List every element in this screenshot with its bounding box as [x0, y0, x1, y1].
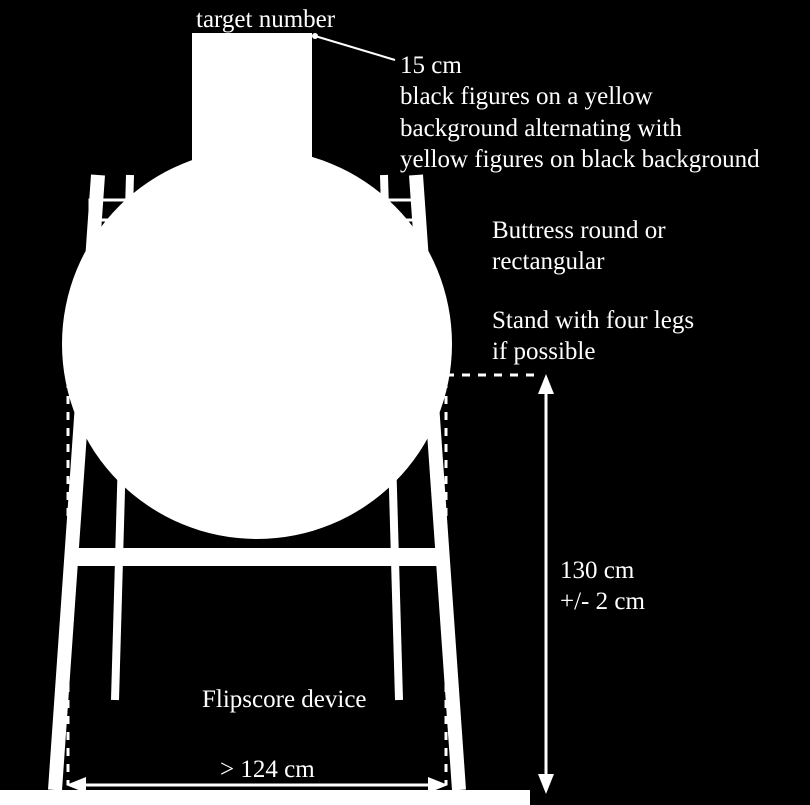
label-stand-line2: if possible	[492, 338, 595, 365]
label-target-number: target number	[196, 4, 335, 35]
dim-height-arrow-top	[538, 374, 554, 394]
target-face	[62, 149, 452, 539]
label-flipscore: Flipscore device	[202, 684, 367, 715]
label-stand: Stand with four legs if possible	[492, 305, 694, 368]
label-plate-spec: 15 cm black figures on a yellow backgrou…	[400, 50, 760, 175]
label-plate-spec-line4: yellow figures on black background	[400, 146, 760, 173]
label-plate-spec-line2: black figures on a yellow	[400, 83, 653, 110]
target-number-plate	[192, 33, 312, 163]
label-buttress: Buttress round or rectangular	[492, 215, 666, 278]
archery-buttress-diagram: target number 15 cm black figures on a y…	[0, 0, 810, 805]
label-plate-spec-line3: background alternating with	[400, 115, 682, 142]
floor-bar	[0, 790, 530, 805]
label-leg-spread: > 124 cm	[220, 754, 315, 785]
label-plate-spec-line1: 15 cm	[400, 52, 462, 79]
dim-height-arrow-bottom	[538, 774, 554, 794]
label-stand-line1: Stand with four legs	[492, 307, 694, 334]
label-height-dimension: 130 cm +/- 2 cm	[560, 555, 645, 618]
label-buttress-line2: rectangular	[492, 248, 604, 275]
frame-mid-bar	[72, 548, 442, 566]
label-buttress-line1: Buttress round or	[492, 217, 666, 244]
label-height-line1: 130 cm	[560, 557, 634, 584]
label-height-line2: +/- 2 cm	[560, 588, 645, 615]
leader-line-plate	[315, 36, 395, 60]
